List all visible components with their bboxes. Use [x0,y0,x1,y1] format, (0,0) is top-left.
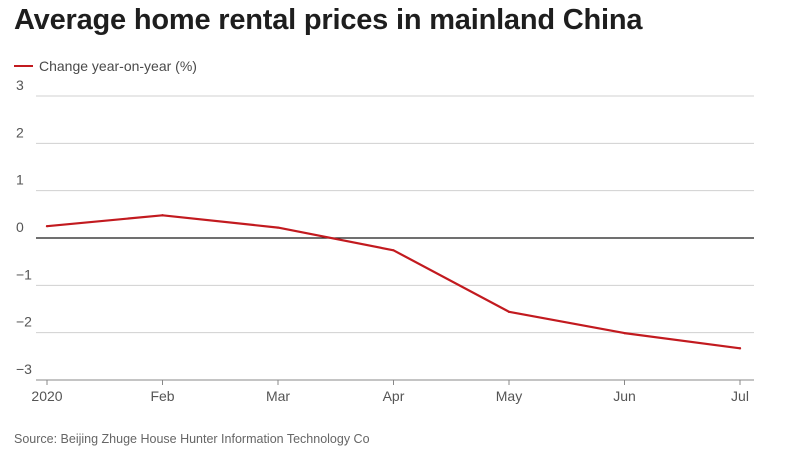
data-point [738,347,742,350]
x-tick-label: 2020 [31,388,62,404]
x-tick-label: Apr [383,388,405,404]
x-tick-label: Jun [613,388,636,404]
series-line [45,214,742,350]
y-tick-label: −3 [16,361,32,377]
y-tick-label: 3 [16,77,24,93]
data-point [276,226,280,229]
y-tick-label: 1 [16,172,24,188]
legend-label: Change year-on-year (%) [39,58,197,74]
data-point [623,332,626,335]
x-tick-label: Feb [150,388,174,404]
data-point [507,310,511,313]
y-tick-label: −1 [16,266,32,282]
x-tick-label: May [496,388,522,404]
x-tick-label: Mar [266,388,290,404]
data-point [45,225,49,228]
x-tick-label: Jul [731,388,749,404]
legend-line-swatch [14,65,33,67]
data-point [392,249,395,252]
data-point [161,214,164,217]
y-tick-label: −2 [16,314,32,330]
source-note: Source: Beijing Zhuge House Hunter Infor… [14,432,370,446]
y-tick-label: 2 [16,124,24,140]
y-tick-label: 0 [16,219,24,235]
legend: Change year-on-year (%) [14,56,197,76]
chart-title: Average home rental prices in mainland C… [14,4,643,36]
